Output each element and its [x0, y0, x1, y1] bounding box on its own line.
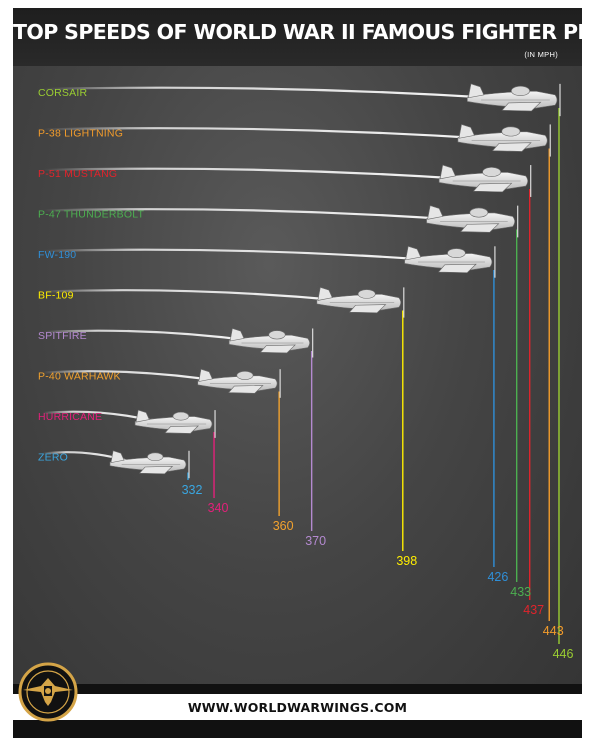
bar-spitfire: SPITFIRE 370	[38, 328, 326, 548]
value-label: 370	[305, 534, 326, 548]
category-label: HURRICANE	[38, 411, 102, 423]
fighter-plane-icon	[228, 328, 314, 358]
fighter-plane-icon	[457, 124, 551, 157]
footer-band: WWW.WORLDWARWINGS.COM	[13, 694, 582, 720]
footer-url: WWW.WORLDWARWINGS.COM	[187, 700, 408, 715]
fighter-plane-icon	[134, 409, 216, 438]
fighter-plane-icon	[404, 245, 496, 278]
value-label: 443	[543, 624, 564, 638]
category-label: P-38 LIGHTNING	[38, 128, 123, 140]
footer-bar: WWW.WORLDWARWINGS.COM	[13, 684, 582, 738]
value-label: 360	[273, 519, 294, 533]
page-title: TOP SPEEDS OF WORLD WAR II FAMOUS FIGHTE…	[13, 20, 582, 44]
category-label: SPITFIRE	[38, 330, 87, 342]
bar-corsair: CORSAIR 446	[38, 83, 574, 661]
speed-trail	[41, 329, 255, 343]
bar-bf-109: BF-109 398	[38, 286, 417, 568]
fighter-plane-icon	[438, 164, 532, 197]
category-label: P-47 THUNDERBOLT	[38, 209, 144, 221]
speed-trail	[41, 289, 344, 302]
category-label: FW-190	[38, 249, 76, 261]
value-label: 437	[523, 603, 544, 617]
header-bar: TOP SPEEDS OF WORLD WAR II FAMOUS FIGHTE…	[13, 8, 582, 66]
category-label: P-51 MUSTANG	[38, 168, 117, 180]
bar-hurricane: HURRICANE 340	[38, 409, 229, 515]
value-label: 398	[396, 554, 417, 568]
speed-trail	[41, 248, 433, 262]
bar-p-38-lightning: P-38 LIGHTNING 443	[38, 124, 564, 638]
speed-trail	[41, 208, 455, 221]
bar-p-40-warhawk: P-40 WARHAWK 360	[38, 368, 294, 533]
value-label: 332	[182, 483, 203, 497]
speed-trail	[41, 86, 496, 100]
value-label: 340	[208, 501, 229, 515]
bar-zero: ZERO 332	[38, 450, 203, 497]
bar-fw-190: FW-190 426	[38, 245, 508, 584]
value-label: 426	[487, 570, 508, 584]
category-label: ZERO	[38, 452, 68, 464]
fighter-plane-icon	[426, 205, 519, 238]
fighter-plane-icon	[197, 368, 281, 398]
category-label: CORSAIR	[38, 87, 87, 99]
page-subtitle: (IN MPH)	[524, 50, 558, 59]
fighter-plane-icon	[109, 450, 190, 479]
fighter-plane-icon	[467, 83, 561, 117]
category-label: P-40 WARHAWK	[38, 371, 121, 383]
bar-p-51-mustang: P-51 MUSTANG 437	[38, 164, 544, 617]
speed-trail	[41, 167, 468, 181]
winged-emblem-icon	[18, 662, 78, 722]
category-label: BF-109	[38, 290, 74, 302]
fighter-plane-icon	[316, 286, 405, 318]
value-label: 446	[553, 647, 574, 661]
value-label: 433	[510, 585, 531, 599]
speed-chart: CORSAIR 446 P-38 LIGHTNING 443 P-51 MUSTANG 4…	[38, 83, 574, 661]
speed-trail	[41, 127, 487, 140]
infographic-frame: TOP SPEEDS OF WORLD WAR II FAMOUS FIGHTE…	[13, 8, 582, 738]
bar-p-47-thunderbolt: P-47 THUNDERBOLT 433	[38, 205, 531, 599]
